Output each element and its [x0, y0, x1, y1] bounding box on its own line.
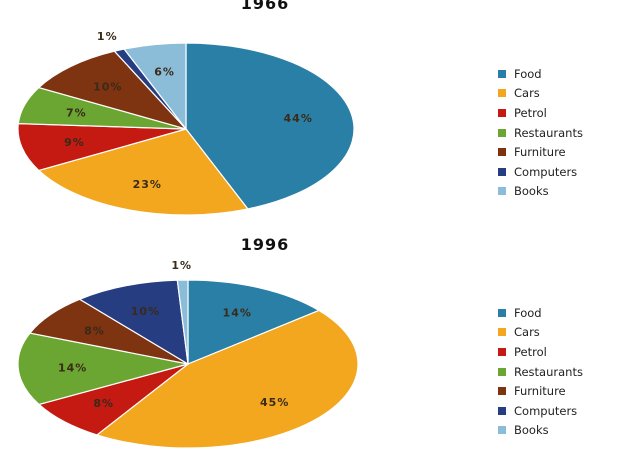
data-label-computers-1996: 10%	[131, 305, 160, 318]
legend-item-food: Food	[498, 64, 583, 84]
legend-item-furniture: Furniture	[498, 142, 583, 162]
pie-chart-1966: 1966 44% 23% 9% 7% 10% 1% 6% Food Cars Petrol Res…	[17, 0, 583, 216]
data-label-computers-1966: 1%	[97, 30, 118, 43]
chart-title-1996: 1996	[240, 235, 290, 254]
pie-slice-computers-1996	[78, 279, 189, 366]
legend-swatch-cars	[498, 89, 506, 98]
legend-swatch-cars	[498, 328, 506, 337]
legend-swatch-computers	[498, 406, 506, 415]
legend-label-computers: Computers	[514, 403, 578, 418]
legend-item-computers: Computers	[498, 162, 583, 182]
legend-label-books: Books	[514, 423, 549, 438]
legend-swatch-books	[498, 426, 506, 435]
legend-swatch-furniture	[498, 148, 506, 157]
legend-item-food: Food	[498, 303, 583, 323]
legend-item-restaurants: Restaurants	[498, 362, 583, 382]
legend-swatch-books	[498, 187, 506, 196]
legend-swatch-computers	[498, 167, 506, 176]
pie-slice-cars-1996	[95, 309, 359, 449]
legend-label-restaurants: Restaurants	[514, 125, 583, 140]
legend-swatch-petrol	[498, 347, 506, 356]
pie-slice-food-1966	[185, 42, 355, 210]
legend-swatch-restaurants	[498, 367, 506, 376]
pie-slice-books-1996	[176, 279, 189, 365]
legend-item-cars: Cars	[498, 84, 583, 104]
pie-slice-restaurants-1996	[17, 332, 189, 406]
data-label-food-1966: 44%	[284, 112, 313, 125]
legend-label-restaurants: Restaurants	[514, 364, 583, 379]
legend-item-computers: Computers	[498, 401, 583, 421]
legend-label-food: Food	[514, 305, 542, 320]
legend-label-books: Books	[514, 184, 549, 199]
legend-item-petrol: Petrol	[498, 342, 583, 362]
data-label-restaurants-1996: 14%	[58, 362, 87, 375]
legend-item-books: Books	[498, 421, 583, 441]
data-label-food-1996: 14%	[223, 306, 252, 319]
pie-plot-1966: 44% 23% 9% 7% 10% 1% 6%	[17, 30, 355, 216]
legend-item-petrol: Petrol	[498, 103, 583, 123]
legend-label-computers: Computers	[514, 164, 578, 179]
data-label-books-1966: 6%	[154, 66, 175, 79]
legend-item-books: Books	[498, 182, 583, 202]
data-label-furniture-1996: 8%	[84, 324, 105, 337]
legend-label-furniture: Furniture	[514, 384, 566, 399]
chart-title-1966: 1966	[240, 0, 290, 13]
pie-slice-books-1966	[123, 42, 187, 131]
legend-item-cars: Cars	[498, 323, 583, 343]
legend-swatch-furniture	[498, 387, 506, 396]
pie-slice-cars-1966	[37, 128, 249, 216]
pie-slice-petrol-1966	[17, 122, 187, 172]
pie-slice-food-1996	[187, 279, 321, 365]
legend-item-restaurants: Restaurants	[498, 123, 583, 143]
legend-swatch-petrol	[498, 108, 506, 117]
legend-swatch-restaurants	[498, 128, 506, 137]
pie-plot-1996: 14% 45% 8% 14% 8% 10% 1%	[17, 259, 359, 449]
legend-swatch-food	[498, 69, 506, 78]
legend-label-furniture: Furniture	[514, 145, 566, 160]
data-label-cars-1996: 45%	[260, 396, 289, 409]
data-label-furniture-1966: 10%	[93, 80, 122, 93]
legend-label-food: Food	[514, 66, 542, 81]
data-label-books-1996: 1%	[171, 259, 192, 272]
data-label-restaurants-1966: 7%	[66, 107, 87, 120]
data-label-cars-1966: 23%	[133, 178, 162, 191]
pie-slice-furniture-1966	[37, 50, 188, 131]
legend-swatch-food	[498, 308, 506, 317]
legend-label-petrol: Petrol	[514, 105, 547, 120]
data-label-petrol-1996: 8%	[93, 397, 114, 410]
data-label-petrol-1966: 9%	[64, 136, 85, 149]
legend-1996: Food Cars Petrol Restaurants Furniture Comput…	[498, 303, 583, 440]
legend-label-cars: Cars	[514, 86, 540, 101]
legend-item-furniture: Furniture	[498, 381, 583, 401]
pie-chart-1996: 1996 14% 45% 8% 14% 8% 10% 1% Food Cars Petrol Re…	[0, 235, 627, 470]
legend-label-petrol: Petrol	[514, 344, 547, 359]
legend-label-cars: Cars	[514, 325, 540, 340]
legend-1966: Food Cars Petrol Restaurants Furniture Comput…	[498, 64, 583, 201]
